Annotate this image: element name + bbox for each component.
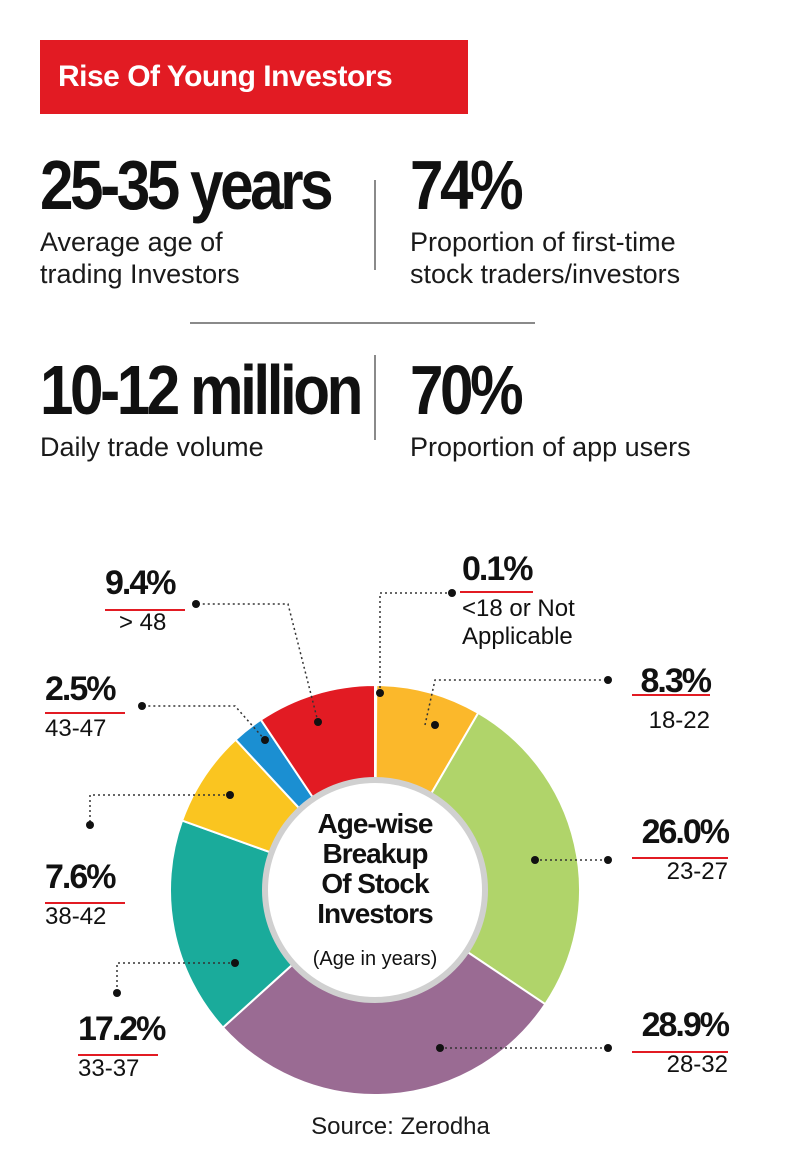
stat-value: 74% — [410, 146, 524, 224]
stat-value: 70% — [410, 351, 524, 429]
stat-value: 10-12 million — [40, 351, 363, 429]
leader-anchor-0 — [376, 689, 384, 697]
stat-first-time-traders: 74% Proportion of first-time stock trade… — [410, 150, 680, 290]
stat-average-age: 25-35 years Average age of trading Inves… — [40, 150, 377, 290]
value-label-2: 26.0% — [642, 813, 730, 851]
leader-anchor-2 — [531, 856, 539, 864]
stat-divider-vertical-top — [374, 180, 376, 270]
leader-dot-5 — [86, 821, 94, 829]
leader-anchor-6 — [261, 736, 269, 744]
center-title-line: Breakup — [322, 838, 427, 869]
stat-label: Proportion of first-time stock traders/i… — [410, 227, 681, 289]
source-note: Source: Zerodha — [311, 1113, 490, 1140]
stat-value: 25-35 years — [40, 146, 334, 224]
leader-anchor-5 — [226, 791, 234, 799]
stat-label: Daily trade volume — [40, 432, 264, 462]
value-label-5: 7.6% — [45, 858, 116, 896]
category-label-2: 23-27 — [667, 858, 728, 885]
leader-anchor-7 — [314, 718, 322, 726]
category-label-0: <18 or Not — [462, 595, 575, 622]
stat-label: Proportion of app users — [410, 432, 691, 462]
stat-daily-volume: 10-12 million Daily trade volume — [40, 355, 412, 463]
category-label-6: 43-47 — [45, 715, 106, 742]
leader-dot-6 — [138, 702, 146, 710]
center-title-line: Of Stock — [321, 868, 430, 899]
title-banner: Rise Of Young Investors — [40, 40, 468, 114]
category-label-4: 33-37 — [78, 1055, 139, 1082]
category-label-5: 38-42 — [45, 903, 106, 930]
category-label-1: 18-22 — [649, 707, 710, 734]
center-title-line: Age-wise — [318, 808, 433, 839]
category-label-3: 28-32 — [667, 1051, 728, 1078]
value-label-0: 0.1% — [462, 550, 533, 588]
leader-line-5 — [89, 794, 230, 825]
stat-label: Average age of trading Investors — [40, 227, 240, 289]
leader-dot-4 — [113, 989, 121, 997]
leader-line-7 — [196, 603, 319, 723]
category-label-7: > 48 — [119, 609, 166, 636]
value-label-3: 28.9% — [642, 1006, 730, 1044]
value-label-1: 8.3% — [641, 662, 712, 700]
leader-anchor-4 — [231, 959, 239, 967]
leader-dot-0 — [448, 589, 456, 597]
leader-dot-1 — [604, 676, 612, 684]
center-title-line: Investors — [317, 898, 433, 929]
value-label-6: 2.5% — [45, 670, 116, 708]
donut-center — [262, 777, 488, 1003]
center-subtitle: (Age in years) — [313, 948, 438, 970]
value-label-4: 17.2% — [78, 1010, 166, 1048]
leader-line-6 — [142, 705, 266, 741]
category-label-0: Applicable — [462, 623, 573, 650]
leader-line-0 — [379, 592, 452, 693]
leader-dot-3 — [604, 1044, 612, 1052]
leader-anchor-3 — [436, 1044, 444, 1052]
page-title: Rise Of Young Investors — [58, 60, 393, 93]
leader-anchor-1 — [431, 721, 439, 729]
stat-app-users: 70% Proportion of app users — [410, 355, 691, 463]
value-label-7: 9.4% — [105, 564, 176, 602]
stat-divider-vertical-bottom — [374, 355, 376, 440]
leader-dot-2 — [604, 856, 612, 864]
stat-divider-horizontal — [190, 322, 535, 324]
leader-line-1 — [424, 679, 608, 726]
leader-dot-7 — [192, 600, 200, 608]
